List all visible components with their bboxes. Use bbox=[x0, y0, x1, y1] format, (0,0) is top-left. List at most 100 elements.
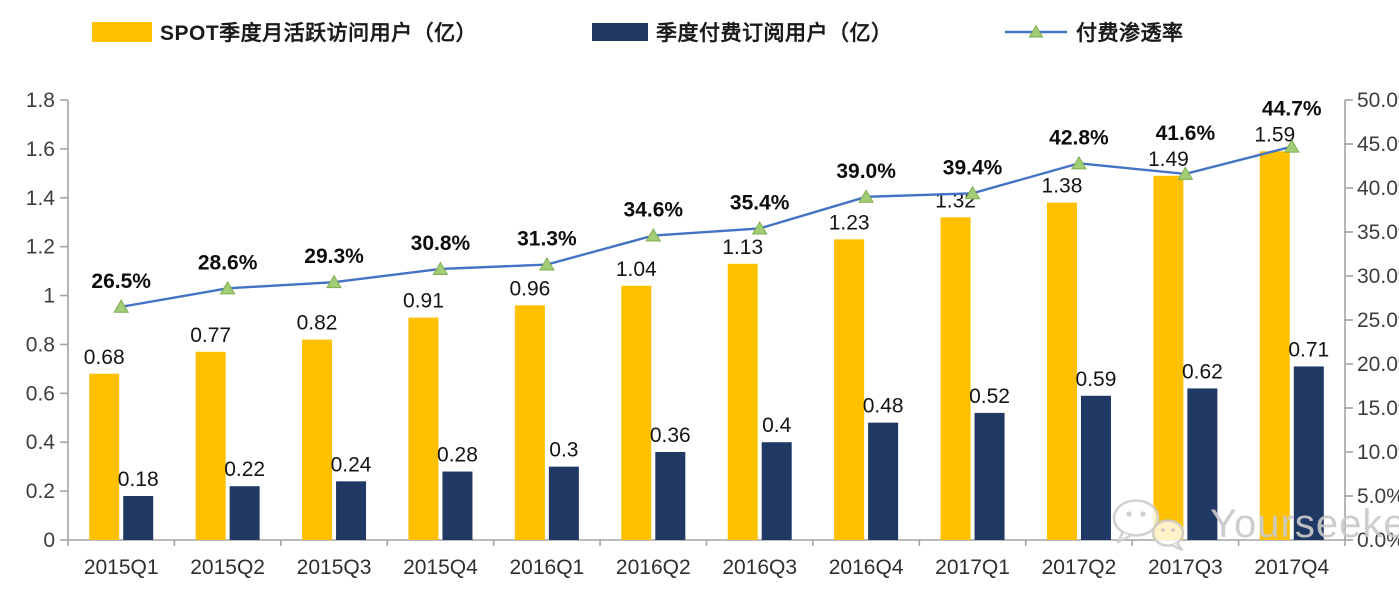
subscribers-bar bbox=[548, 466, 579, 540]
mau-bar bbox=[621, 285, 652, 540]
penetration-marker bbox=[219, 280, 236, 295]
penetration-label: 35.4% bbox=[730, 191, 790, 214]
mau-bar-label: 0.82 bbox=[297, 312, 338, 335]
subscribers-bar bbox=[761, 442, 792, 540]
legend-item-subscribers: 季度付费订阅用户（亿） bbox=[592, 17, 893, 47]
penetration-label: 39.0% bbox=[836, 160, 896, 183]
left-axis-label: 1.8 bbox=[26, 89, 55, 112]
subscribers-bar bbox=[868, 422, 899, 540]
mau-bar bbox=[514, 305, 545, 540]
right-axis-label: 15.0% bbox=[1357, 397, 1399, 420]
subscribers-bar bbox=[1187, 388, 1218, 540]
x-axis-label: 2015Q3 bbox=[297, 556, 372, 579]
penetration-label: 44.7% bbox=[1262, 97, 1322, 120]
subscribers-bar-label: 0.71 bbox=[1288, 338, 1329, 361]
x-axis-label: 2016Q1 bbox=[510, 556, 585, 579]
mau-bar-label: 1.23 bbox=[829, 211, 870, 234]
legend-item-penetration: 付费渗透率 bbox=[1004, 17, 1184, 47]
wechat-icon bbox=[1112, 499, 1185, 551]
penetration-marker bbox=[113, 299, 130, 313]
left-axis-label: 1.6 bbox=[26, 138, 55, 161]
subscribers-bar bbox=[974, 412, 1005, 540]
right-axis-label: 0.0% bbox=[1357, 529, 1399, 552]
right-axis-label: 5.0% bbox=[1357, 485, 1399, 508]
x-axis-label: 2016Q3 bbox=[722, 556, 797, 579]
subscribers-bar-label: 0.22 bbox=[224, 458, 265, 481]
subscribers-bar-label: 0.18 bbox=[118, 468, 159, 491]
subscribers-bar bbox=[1080, 395, 1111, 540]
mau-bar-label: 0.96 bbox=[509, 277, 550, 300]
watermark: Yourseeker bbox=[1106, 497, 1399, 551]
mau-bar-label: 0.77 bbox=[190, 324, 231, 347]
watermark-text: Yourseeker bbox=[1210, 501, 1399, 546]
subscribers-bar-label: 0.24 bbox=[331, 453, 372, 476]
penetration-label: 39.4% bbox=[943, 156, 1003, 179]
penetration-label: 26.5% bbox=[91, 270, 151, 293]
mau-bar bbox=[1046, 202, 1077, 540]
penetration-marker bbox=[964, 185, 981, 200]
subscribers-legend-swatch bbox=[592, 23, 648, 41]
x-axis-label: 2016Q4 bbox=[829, 556, 904, 579]
penetration-label: 29.3% bbox=[304, 245, 364, 268]
penetration-marker bbox=[326, 274, 342, 289]
right-axis-label: 35.0% bbox=[1357, 221, 1399, 244]
penetration-label: 42.8% bbox=[1049, 126, 1109, 149]
mau-bar-label: 0.91 bbox=[403, 290, 444, 313]
penetration-legend-marker-icon bbox=[1005, 24, 1067, 38]
x-axis-label: 2017Q1 bbox=[935, 556, 1010, 579]
mau-bar-label: 1.49 bbox=[1148, 148, 1189, 171]
penetration-label: 41.6% bbox=[1156, 122, 1216, 145]
penetration-marker bbox=[751, 220, 768, 235]
x-axis-label: 2015Q4 bbox=[403, 556, 478, 579]
subscribers-bar-label: 0.48 bbox=[863, 395, 904, 418]
mau-legend-label: SPOT季度月活跃访问用户（亿） bbox=[160, 22, 478, 45]
x-axis-label: 2015Q1 bbox=[84, 556, 159, 579]
right-axis-label: 50.0% bbox=[1357, 89, 1399, 112]
left-axis-label: 1.4 bbox=[26, 187, 56, 210]
x-axis-label: 2017Q3 bbox=[1148, 556, 1223, 579]
x-axis-label: 2015Q2 bbox=[190, 556, 265, 579]
subscribers-bar bbox=[123, 496, 154, 540]
subscribers-bar bbox=[655, 452, 686, 540]
right-axis-label: 40.0% bbox=[1357, 177, 1399, 200]
mau-bar bbox=[1259, 151, 1290, 541]
subscribers-bar bbox=[442, 471, 473, 540]
mau-bar bbox=[408, 317, 439, 540]
subscribers-bar-label: 0.59 bbox=[1076, 368, 1117, 391]
left-axis-label: 1.2 bbox=[26, 236, 55, 259]
penetration-label: 34.6% bbox=[624, 199, 684, 222]
left-axis-label: 1 bbox=[43, 285, 55, 308]
penetration-marker bbox=[645, 228, 662, 242]
mau-bar bbox=[302, 339, 333, 540]
penetration-marker bbox=[1177, 166, 1194, 180]
mau-bar bbox=[195, 351, 226, 540]
subscribers-bar bbox=[1293, 366, 1324, 540]
penetration-label: 31.3% bbox=[517, 228, 577, 251]
penetration-marker bbox=[858, 189, 874, 203]
subscribers-legend-label: 季度付费订阅用户（亿） bbox=[656, 22, 893, 45]
subscribers-bar-label: 0.52 bbox=[969, 385, 1010, 408]
subscribers-bar bbox=[229, 486, 260, 540]
right-axis-label: 30.0% bbox=[1357, 265, 1399, 288]
left-axis-label: 0.8 bbox=[26, 333, 55, 356]
mau-bar-label: 0.68 bbox=[84, 346, 125, 369]
mau-bar bbox=[834, 239, 865, 541]
penetration-label: 28.6% bbox=[198, 251, 258, 274]
penetration-marker bbox=[432, 261, 449, 275]
mau-bar bbox=[1153, 175, 1184, 540]
left-axis-label: 0 bbox=[43, 529, 55, 552]
mau-bar-label: 1.38 bbox=[1042, 175, 1083, 198]
subscribers-bar-label: 0.28 bbox=[437, 444, 478, 467]
penetration-marker bbox=[1071, 155, 1087, 170]
right-axis-label: 10.0% bbox=[1357, 441, 1399, 464]
mau-bar-label: 1.04 bbox=[616, 258, 657, 281]
right-axis-label: 25.0% bbox=[1357, 309, 1399, 332]
penetration-marker bbox=[539, 257, 555, 271]
right-axis-label: 45.0% bbox=[1357, 133, 1399, 156]
penetration-marker bbox=[1283, 139, 1300, 153]
right-axis-label: 20.0% bbox=[1357, 353, 1399, 376]
subscribers-bar bbox=[336, 481, 367, 540]
x-axis-label: 2016Q2 bbox=[616, 556, 691, 579]
